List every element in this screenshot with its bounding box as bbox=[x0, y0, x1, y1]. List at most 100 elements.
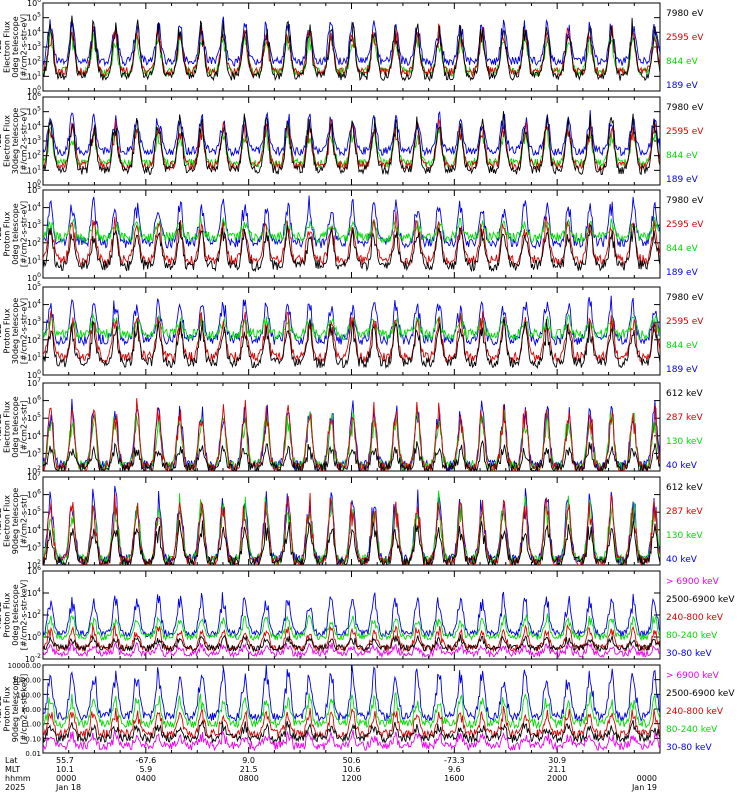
y-tick-label: 0.10 bbox=[25, 735, 41, 743]
x-row-label: 2025 bbox=[5, 783, 25, 792]
x-tick-label: 2000 bbox=[547, 774, 567, 783]
y-tick-label: 1000.00 bbox=[12, 677, 41, 685]
y-tick-label: 106 bbox=[27, 395, 41, 406]
series-line-30-80-kev bbox=[43, 665, 660, 723]
y-tick-label: 103 bbox=[27, 135, 41, 146]
x-tick-label: 5.9 bbox=[139, 765, 152, 774]
legend-entry: 2500-6900 keV bbox=[666, 595, 735, 605]
y-tick-label: 10000.00 bbox=[8, 662, 41, 670]
series-line-2595-ev bbox=[43, 310, 660, 364]
y-tick-label: 101 bbox=[27, 164, 41, 175]
series-line-40-kev bbox=[43, 485, 660, 565]
panel-ted-proton-0: 100 101 102 103 104 105 TEDProton Flux0deg tel… bbox=[0, 184, 704, 283]
y-tick-label: 102 bbox=[27, 150, 41, 161]
x-tick-label: Jan 19 bbox=[631, 783, 657, 792]
y-tick-label: 106 bbox=[27, 91, 41, 102]
series-line-612-kev bbox=[43, 520, 660, 565]
x-tick-label: 0800 bbox=[238, 774, 258, 783]
y-tick-label: 100 bbox=[27, 369, 41, 380]
legend-entry: 612 keV bbox=[666, 483, 703, 493]
y-tick-label: 102 bbox=[27, 559, 41, 570]
y-tick-label: 100 bbox=[27, 179, 41, 190]
x-tick-label: 21.5 bbox=[240, 765, 258, 774]
y-tick-label: 105 bbox=[27, 106, 41, 117]
series-group bbox=[43, 110, 660, 176]
series-group bbox=[43, 665, 660, 752]
legend-entry: 189 eV bbox=[666, 365, 699, 375]
panel-ted-electron-30: 100 101 102 103 104 105 106 TEDElectron Flux30d… bbox=[0, 91, 704, 190]
legend-entry: 2595 eV bbox=[666, 127, 704, 137]
series-line-287-kev bbox=[43, 492, 660, 565]
legend-entry: 240-800 keV bbox=[666, 707, 724, 717]
y-tick-label: 100 bbox=[27, 85, 41, 96]
legend-entry: 80-240 keV bbox=[666, 631, 718, 641]
legend-entry: > 6900 keV bbox=[666, 577, 720, 587]
legend-entry: 80-240 keV bbox=[666, 725, 718, 735]
y-tick-label: 104 bbox=[27, 120, 41, 131]
series-line-7980-ev bbox=[43, 111, 660, 176]
x-tick-label: 0000 bbox=[637, 774, 657, 783]
legend-entry: 844 eV bbox=[666, 341, 699, 351]
y-tick-label: 101 bbox=[27, 254, 41, 265]
x-row-label: Lat bbox=[5, 756, 18, 765]
y-tick-label: 102 bbox=[27, 465, 41, 476]
series-line-80-240-kev bbox=[43, 691, 660, 730]
y-tick-label: 104 bbox=[27, 26, 41, 37]
legend-entry: 287 keV bbox=[666, 507, 703, 517]
y-tick-label: 105 bbox=[27, 281, 41, 292]
x-tick-label: 55.7 bbox=[56, 756, 74, 765]
legend-entry: 2500-6900 keV bbox=[666, 689, 735, 699]
y-tick-label: 104 bbox=[27, 524, 41, 535]
y-tick-label: 105 bbox=[27, 506, 41, 517]
series-line-844-ev bbox=[43, 216, 660, 244]
legend-entry: 7980 eV bbox=[666, 103, 704, 113]
panel-ylabel: MEPEDProton Flux0deg telescope[#/cm2-s-s… bbox=[0, 580, 29, 651]
x-tick-label: 9.6 bbox=[448, 765, 461, 774]
panel-ylabel: TEDElectron Flux30deg telescope[#/cm2-s-… bbox=[0, 108, 29, 175]
panel-ylabel: MEPEDElectron Flux0deg telescope[#/cm2-s… bbox=[0, 396, 29, 457]
legend-entry: 7980 eV bbox=[666, 9, 704, 19]
panel-ted-proton-30: 100 101 102 103 104 105 TEDProton Flux30deg te… bbox=[0, 281, 704, 380]
x-tick-label: 10.6 bbox=[343, 765, 361, 774]
legend-entry: 844 eV bbox=[666, 151, 699, 161]
legend-entry: 2595 eV bbox=[666, 33, 704, 43]
legend-entry: 2595 eV bbox=[666, 220, 704, 230]
x-tick-label: 1600 bbox=[444, 774, 464, 783]
panel-meped-electron-0: 102 103 104 105 106 107 MEPEDElectron Flux0deg… bbox=[0, 377, 703, 476]
y-tick-label: 100 bbox=[27, 272, 41, 283]
series-line-189-ev bbox=[43, 195, 660, 250]
series-line-7980-ev bbox=[43, 15, 660, 82]
legend-entry: 189 eV bbox=[666, 175, 699, 185]
x-tick-label: 9.0 bbox=[242, 756, 255, 765]
panel-meped-electron-90: 102 103 104 105 106 107 MEPEDElectron Flux90de… bbox=[0, 471, 703, 570]
legend-entry: 240-800 keV bbox=[666, 613, 724, 623]
panel-ylabel: MEPEDElectron Flux90deg telescope[#/cm2-… bbox=[0, 488, 29, 555]
panel-ted-electron-0: 100 101 102 103 104 105 106 TEDElectron Flux0de… bbox=[0, 0, 704, 96]
y-tick-label: 107 bbox=[27, 377, 41, 388]
legend-entry: 844 eV bbox=[666, 57, 699, 67]
y-tick-label: 10.00 bbox=[21, 706, 41, 714]
x-tick-label: 30.9 bbox=[548, 756, 566, 765]
series-line-130-kev bbox=[43, 409, 660, 471]
series-group bbox=[43, 398, 660, 471]
panel-meped-proton-90: 10000.00 1000.00 100.00 10.00 1.00 0.10 0.01 ME… bbox=[0, 662, 735, 758]
series-line-240-800-kev bbox=[43, 706, 660, 740]
series-line--6900-kev bbox=[43, 729, 660, 752]
series-group bbox=[43, 295, 660, 370]
panel-ylabel: MEPEDProton Flux90deg telescope[#/cm2-s-… bbox=[0, 674, 29, 745]
x-tick-label: 1200 bbox=[341, 774, 361, 783]
legend-entry: 130 keV bbox=[666, 531, 703, 541]
y-tick-label: 102 bbox=[27, 609, 41, 620]
series-line-2500-6900-kev bbox=[43, 634, 660, 653]
y-tick-label: 106 bbox=[27, 565, 41, 576]
y-tick-label: 100 bbox=[27, 631, 41, 642]
panel-ylabel: TEDProton Flux30deg telescope[#/cm2-s-st… bbox=[0, 298, 29, 365]
y-tick-label: 100.00 bbox=[17, 691, 42, 699]
series-line-612-kev bbox=[43, 439, 660, 471]
legend-entry: 189 eV bbox=[666, 268, 699, 278]
x-tick-label: 50.6 bbox=[343, 756, 361, 765]
y-tick-label: 102 bbox=[27, 237, 41, 248]
y-tick-label: 103 bbox=[27, 541, 41, 552]
